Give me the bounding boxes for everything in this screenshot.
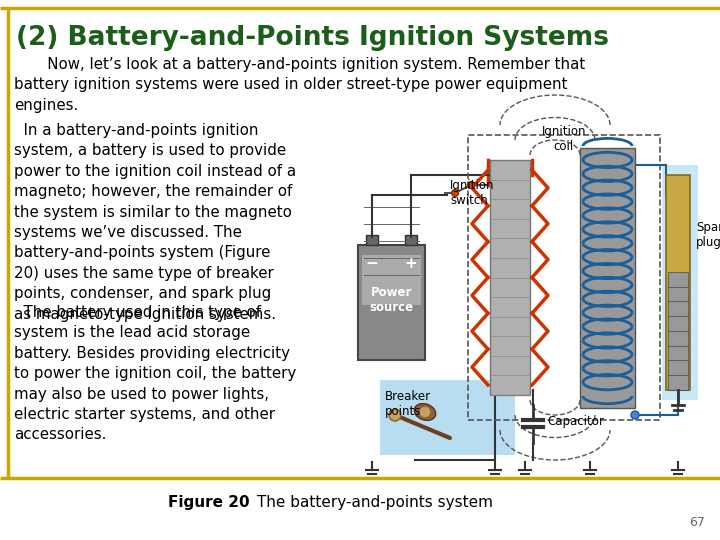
Bar bbox=[490, 160, 530, 395]
Text: Ignition
coil: Ignition coil bbox=[541, 125, 586, 153]
Text: Power
source: Power source bbox=[369, 286, 413, 314]
Circle shape bbox=[451, 190, 459, 197]
Bar bbox=[405, 235, 417, 245]
Text: Ignition
switch: Ignition switch bbox=[450, 179, 495, 207]
Text: Now, let’s look at a battery-and-points ignition system. Remember that
battery i: Now, let’s look at a battery-and-points … bbox=[14, 57, 585, 113]
Bar bbox=[580, 148, 635, 408]
Bar bbox=[366, 235, 378, 245]
Text: Capacitor: Capacitor bbox=[547, 415, 604, 429]
Text: In a battery-and-points ignition
system, a battery is used to provide
power to t: In a battery-and-points ignition system,… bbox=[14, 123, 296, 322]
Bar bbox=[666, 175, 690, 390]
Bar bbox=[668, 272, 688, 390]
Text: Spark
plug: Spark plug bbox=[696, 221, 720, 249]
Text: Figure 20: Figure 20 bbox=[168, 496, 250, 510]
Circle shape bbox=[467, 181, 474, 188]
Circle shape bbox=[389, 409, 401, 421]
Circle shape bbox=[419, 406, 431, 418]
Text: The battery-and-points system: The battery-and-points system bbox=[252, 496, 493, 510]
Bar bbox=[345, 120, 710, 468]
Text: The battery used in this type of
system is the lead acid storage
battery. Beside: The battery used in this type of system … bbox=[14, 305, 296, 442]
Ellipse shape bbox=[414, 403, 436, 421]
Text: −: − bbox=[366, 255, 379, 271]
Text: Breaker
points: Breaker points bbox=[385, 390, 431, 418]
Bar bbox=[468, 135, 660, 420]
Bar bbox=[358, 245, 425, 360]
Bar bbox=[662, 165, 698, 400]
Circle shape bbox=[631, 411, 639, 419]
Bar bbox=[380, 380, 515, 455]
Bar bbox=[362, 255, 421, 305]
Text: (2) Battery-and-Points Ignition Systems: (2) Battery-and-Points Ignition Systems bbox=[16, 25, 609, 51]
Text: +: + bbox=[405, 255, 418, 271]
Text: 67: 67 bbox=[689, 516, 705, 529]
